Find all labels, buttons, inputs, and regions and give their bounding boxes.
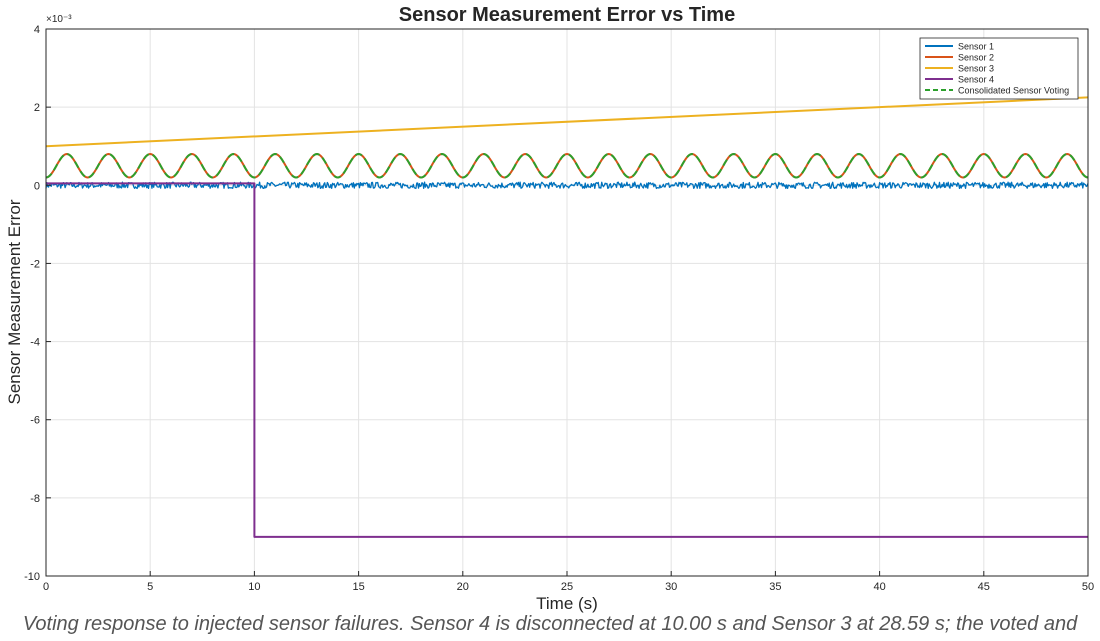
- x-tick-label: 35: [769, 581, 781, 593]
- x-tick-label: 25: [561, 581, 573, 593]
- series-line-sensor-3: [45, 96, 1089, 148]
- figure-caption: Voting response to injected sensor failu…: [22, 613, 1078, 635]
- tick-layer: 0 5 10 15 20 25 30 35 40 45 50 -10 -8 -6 -4 -2 0 2 4: [24, 24, 1094, 593]
- legend-entry-label: Sensor 1: [958, 42, 994, 52]
- legend-entry-label: Sensor 3: [958, 64, 994, 74]
- y-tick-label: 2: [34, 102, 40, 114]
- y-tick-label: -6: [30, 415, 40, 427]
- x-tick-label: 40: [873, 581, 885, 593]
- chart-title: Sensor Measurement Error vs Time: [399, 4, 735, 26]
- y-tick-label: 0: [34, 180, 40, 192]
- y-exponent-label: ×10⁻³: [46, 14, 72, 25]
- series-line-consolidated-sensor-voting: [45, 153, 1089, 179]
- x-tick-label: 45: [978, 581, 990, 593]
- x-tick-label: 30: [665, 581, 677, 593]
- x-tick-label: 5: [147, 581, 153, 593]
- y-tick-label: 4: [34, 24, 40, 36]
- x-tick-label: 20: [457, 581, 469, 593]
- y-tick-label: -2: [30, 258, 40, 270]
- x-tick-label: 50: [1082, 581, 1094, 593]
- series-layer: [45, 96, 1089, 538]
- series-line-sensor-4: [46, 182, 1088, 538]
- x-tick-label: 10: [248, 581, 260, 593]
- x-tick-label: 0: [43, 581, 49, 593]
- x-axis-label: Time (s): [536, 594, 598, 613]
- legend-entry-label: Consolidated Sensor Voting: [958, 86, 1069, 96]
- legend-entry-label: Sensor 2: [958, 53, 994, 63]
- y-axis-label: Sensor Measurement Error: [5, 199, 24, 404]
- y-tick-label: -4: [30, 337, 40, 349]
- y-tick-label: -8: [30, 493, 40, 505]
- x-tick-label: 15: [352, 581, 364, 593]
- y-tick-label: -10: [24, 571, 40, 583]
- legend-entry-label: Sensor 4: [958, 75, 994, 85]
